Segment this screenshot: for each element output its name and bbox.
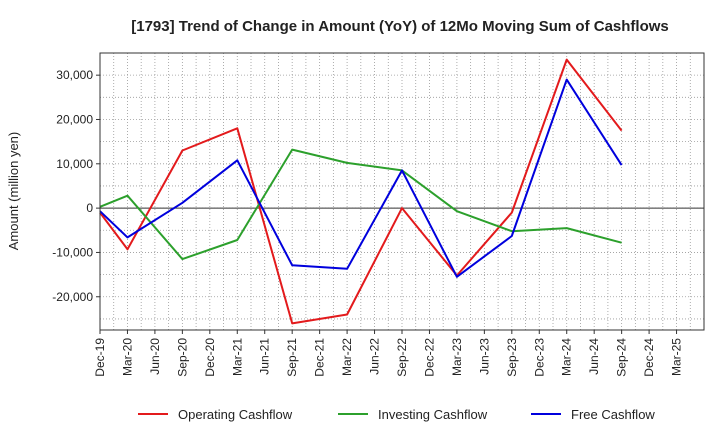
x-tick-label: Sep-20 — [175, 338, 189, 377]
y-tick-label: 10,000 — [56, 157, 93, 171]
x-tick-label: Jun-24 — [587, 338, 601, 375]
chart-title: [1793] Trend of Change in Amount (YoY) o… — [131, 18, 669, 35]
x-tick-label: Mar-20 — [120, 338, 134, 376]
investing-cashflow-line — [99, 148, 622, 261]
x-axis-ticks: Dec-19 Mar-20 Jun-20 Sep-20 Dec-20 Mar-21 Jun-… — [93, 330, 684, 377]
x-tick-label: Dec-23 — [532, 338, 546, 377]
legend-label-free-cashflow: Free Cashflow — [571, 407, 655, 422]
legend: Operating Cashflow Investing Cashflow Free… — [138, 407, 655, 422]
x-tick-label: Jun-21 — [258, 338, 272, 375]
x-tick-label: Mar-24 — [560, 338, 574, 376]
series-layer — [99, 58, 623, 325]
y-axis-label: Amount (million yen) — [6, 132, 21, 251]
free-cashflow-line — [99, 78, 623, 278]
y-tick-label: -10,000 — [52, 245, 93, 259]
legend-label-operating-cashflow: Operating Cashflow — [178, 407, 293, 422]
y-tick-label: 20,000 — [56, 112, 93, 126]
x-tick-label: Jun-20 — [148, 338, 162, 375]
y-tick-label: 0 — [86, 201, 93, 215]
x-tick-label: Mar-22 — [340, 338, 354, 376]
x-tick-label: Sep-22 — [395, 338, 409, 377]
x-tick-label: Dec-20 — [203, 338, 217, 377]
x-tick-label: Dec-21 — [313, 338, 327, 377]
x-tick-label: Dec-19 — [93, 338, 107, 377]
x-tick-label: Dec-24 — [642, 338, 656, 377]
x-tick-label: Sep-21 — [285, 338, 299, 377]
x-tick-label: Jun-22 — [368, 338, 382, 375]
x-tick-label: Mar-23 — [450, 338, 464, 376]
operating-cashflow-line — [99, 58, 623, 325]
x-tick-label: Mar-21 — [230, 338, 244, 376]
x-tick-label: Dec-22 — [422, 338, 436, 377]
y-tick-label: -20,000 — [52, 290, 93, 304]
x-tick-label: Mar-25 — [670, 338, 684, 376]
y-tick-label: 30,000 — [56, 68, 93, 82]
y-axis-ticks: -20,000 -10,000 0 10,000 20,000 30,000 — [52, 68, 100, 304]
x-tick-label: Sep-23 — [505, 338, 519, 377]
x-tick-label: Jun-23 — [477, 338, 491, 375]
x-tick-label: Sep-24 — [615, 338, 629, 377]
legend-label-investing-cashflow: Investing Cashflow — [378, 407, 488, 422]
